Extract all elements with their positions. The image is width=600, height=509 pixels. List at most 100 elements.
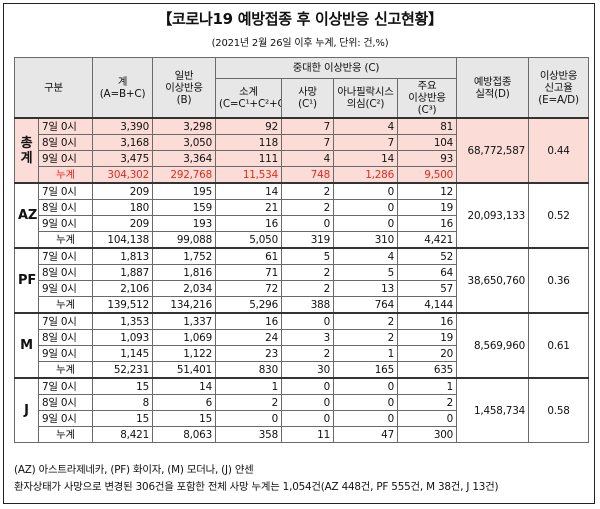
page-title: 【코로나19 예방접종 후 이상반응 신고현황】 [157,10,443,28]
table-row: 8일 0시 8 6 2 0 0 2 [15,394,589,411]
table-row: 누계 104,138 99,088 5,050 319 310 4,421 [15,231,589,249]
cell-total: 1,887 [92,264,153,281]
cell-death: 2 [281,199,334,216]
table-row: 9일 0시 3,475 3,364 111 4 14 93 [15,150,589,167]
header-general: 일반 이상반응 (B) [152,57,216,119]
cell-anaph: 0 [333,410,398,427]
cell-anaph: 5 [333,264,398,281]
cell-death: 5 [281,247,334,265]
table-row: J 7일 0시 15 14 1 0 0 1 1,458,734 0.58 [14,377,590,443]
cell-subtotal: 92 [215,117,282,135]
cell-total: 180 [92,199,153,216]
group-az: AZ 7일 0시 209 195 14 2 0 12 20,093,133 0.52 8일 0시 18… [14,182,590,249]
cell-report-rate: 0.36 [528,247,590,314]
table-row: 누계 8,421 8,063 358 11 47 300 [15,426,589,443]
cell-death: 30 [281,361,334,379]
cell-general: 6 [152,394,216,411]
cell-report-rate: 0.52 [528,182,590,249]
cell-death: 2 [281,264,334,281]
cell-death: 2 [281,280,334,297]
row-label-date: 8일 0시 [38,264,93,281]
cell-anaph: 0 [333,215,398,232]
cell-subtotal: 61 [215,247,282,265]
cell-major: 64 [396,264,458,281]
table-row: 9일 0시 15 15 0 0 0 0 [15,410,589,427]
cell-anaph: 1 [333,345,398,362]
table-row: 총 계 7일 0시 3,390 3,298 92 7 4 81 68,772,587 0.44 [14,117,590,184]
cell-total: 2,106 [92,280,153,297]
group-pf: PF 7일 0시 1,813 1,752 61 5 4 52 38,650,760 0.36 8일 … [14,247,590,314]
cell-major: 4,421 [396,231,458,249]
cell-subtotal: 14 [215,182,282,200]
cell-death: 319 [281,231,334,249]
row-label-date: 7일 0시 [38,117,93,135]
cell-general: 8,063 [152,426,216,443]
cell-subtotal: 0 [215,410,282,427]
cell-major: 81 [396,117,458,135]
table-row: AZ 7일 0시 209 195 14 2 0 12 20,093,133 0.52 [14,182,590,249]
row-label-cumulative: 누계 [38,231,93,249]
cell-general: 1,752 [152,247,216,265]
cell-subtotal: 16 [215,312,282,330]
table-row: 8일 0시 1,887 1,816 71 2 5 64 [15,264,589,281]
row-label-cumulative: 누계 [38,166,93,184]
cell-total: 8,421 [92,426,153,443]
cell-anaph: 7 [333,134,398,151]
cell-subtotal: 16 [215,215,282,232]
group-label: J [14,377,39,443]
cell-total: 209 [92,215,153,232]
cell-total: 3,168 [92,134,153,151]
cell-total: 209 [92,182,153,200]
cell-anaph: 2 [333,329,398,346]
cell-major: 104 [396,134,458,151]
cell-death: 0 [281,394,334,411]
cell-general: 3,050 [152,134,216,151]
cell-general: 1,122 [152,345,216,362]
row-label-date: 7일 0시 [38,182,93,200]
cell-general: 3,364 [152,150,216,167]
table-row: PF 7일 0시 1,813 1,752 61 5 4 52 38,650,760 0.36 [14,247,590,314]
cell-report-rate: 0.58 [528,377,590,443]
group-총계: 총 계 7일 0시 3,390 3,298 92 7 4 81 68,772,587 0.44 8일 … [14,117,590,184]
table-row: 8일 0시 3,168 3,050 118 7 7 104 [15,134,589,151]
footnote-abbreviations: (AZ) 아스트라제네카, (PF) 화이자, (M) 모더나, (J) 얀센 [14,464,254,476]
group-label: AZ [14,182,39,249]
cell-death: 2 [281,182,334,200]
cell-subtotal: 5,050 [215,231,282,249]
cell-vaccinations: 38,650,760 [456,247,530,314]
cell-major: 9,500 [396,166,458,184]
cell-death: 7 [281,134,334,151]
table-row: M 7일 0시 1,353 1,337 16 0 2 16 8,569,960 0.61 [14,312,590,379]
table-row: 9일 0시 2,106 2,034 72 2 13 57 [15,280,589,297]
cell-anaph: 0 [333,199,398,216]
cell-vaccinations: 1,458,734 [456,377,530,443]
group-label: M [14,312,39,379]
row-label-cumulative: 누계 [38,361,93,379]
cell-major: 1 [396,377,458,395]
cell-general: 292,768 [152,166,216,184]
cell-total: 8 [92,394,153,411]
cell-anaph: 0 [333,182,398,200]
cell-subtotal: 23 [215,345,282,362]
cell-death: 2 [281,345,334,362]
cell-anaph: 2 [333,312,398,330]
cell-general: 159 [152,199,216,216]
row-label-date: 7일 0시 [38,377,93,395]
header-serious-group: 중대한 이상반응 (C) [214,57,458,79]
row-label-date: 9일 0시 [38,280,93,297]
cell-general: 195 [152,182,216,200]
cell-report-rate: 0.44 [528,117,590,184]
cell-vaccinations: 8,569,960 [456,312,530,379]
cell-major: 4,144 [396,296,458,314]
row-label-date: 8일 0시 [38,329,93,346]
row-label-date: 8일 0시 [38,134,93,151]
table-row: 누계 52,231 51,401 830 30 165 635 [15,361,589,379]
cell-major: 16 [396,312,458,330]
header-death: 사망 (C¹) [281,78,334,119]
cell-total: 1,353 [92,312,153,330]
cell-total: 1,145 [92,345,153,362]
page-subtitle: (2021년 2월 26일 이후 누계, 단위: 건,%) [211,38,389,49]
row-label-cumulative: 누계 [38,426,93,443]
table-row: 9일 0시 1,145 1,122 23 2 1 20 [15,345,589,362]
cell-major: 0 [396,410,458,427]
